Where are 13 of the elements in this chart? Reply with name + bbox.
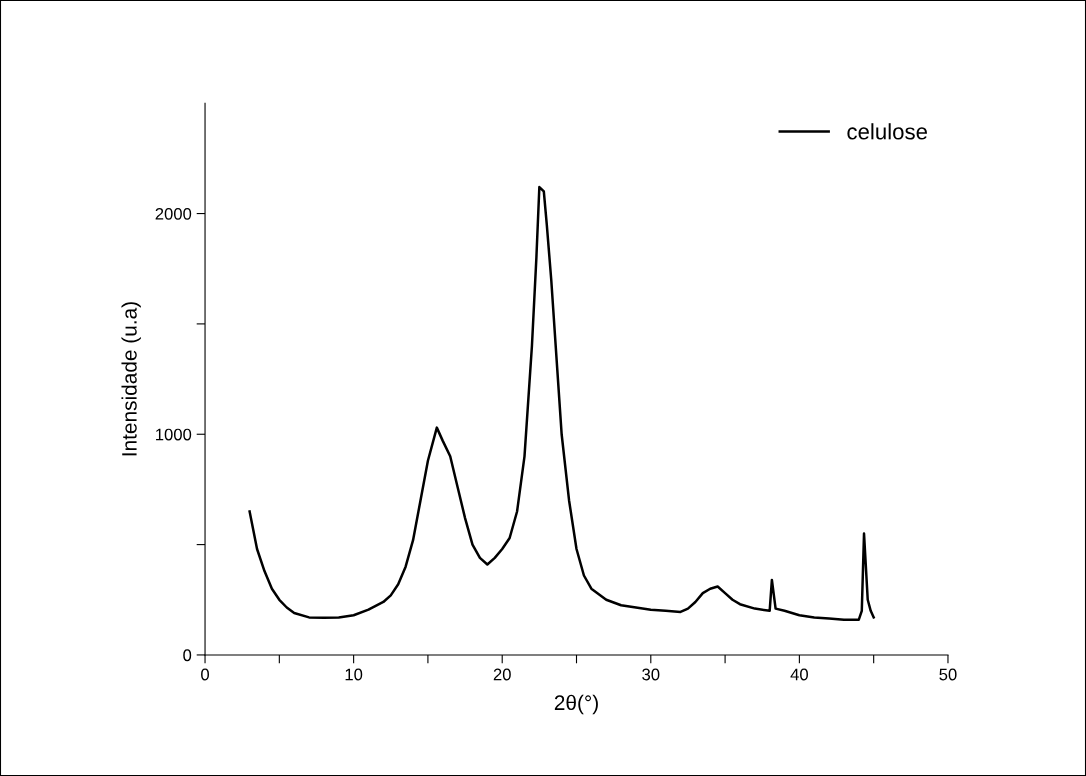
y-tick-label: 0 (183, 649, 192, 662)
y-axis-title: Intensidade (u.a) (121, 302, 141, 456)
x-tick-label: 50 (939, 668, 957, 681)
x-tick-label: 40 (790, 668, 808, 681)
legend-label: celulose (847, 123, 927, 140)
x-tick-label: 0 (201, 668, 210, 681)
x-tick-label: 20 (493, 668, 511, 681)
x-axis-title: 2θ(°) (554, 694, 598, 715)
y-tick-label: 1000 (156, 428, 192, 441)
line-series (248, 185, 875, 621)
x-tick-label: 30 (642, 668, 660, 681)
x-tick-label: 10 (345, 668, 363, 681)
y-tick-label: 2000 (155, 207, 192, 220)
